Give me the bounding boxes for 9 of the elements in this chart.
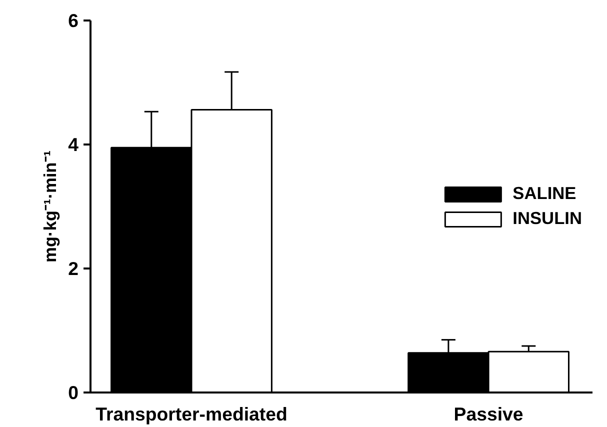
y-tick-label: 6 xyxy=(68,10,79,31)
x-tick-label: Passive xyxy=(454,404,524,424)
legend-label: INSULIN xyxy=(512,208,582,229)
y-axis-title: mg·kg⁻¹·min⁻¹ xyxy=(40,150,60,263)
y-tick-label: 0 xyxy=(68,382,79,403)
x-tick-label: Transporter-mediated xyxy=(96,404,288,424)
y-tick-label: 2 xyxy=(68,258,79,279)
legend-label: SALINE xyxy=(512,183,576,204)
y-tick-label: 4 xyxy=(68,134,80,155)
